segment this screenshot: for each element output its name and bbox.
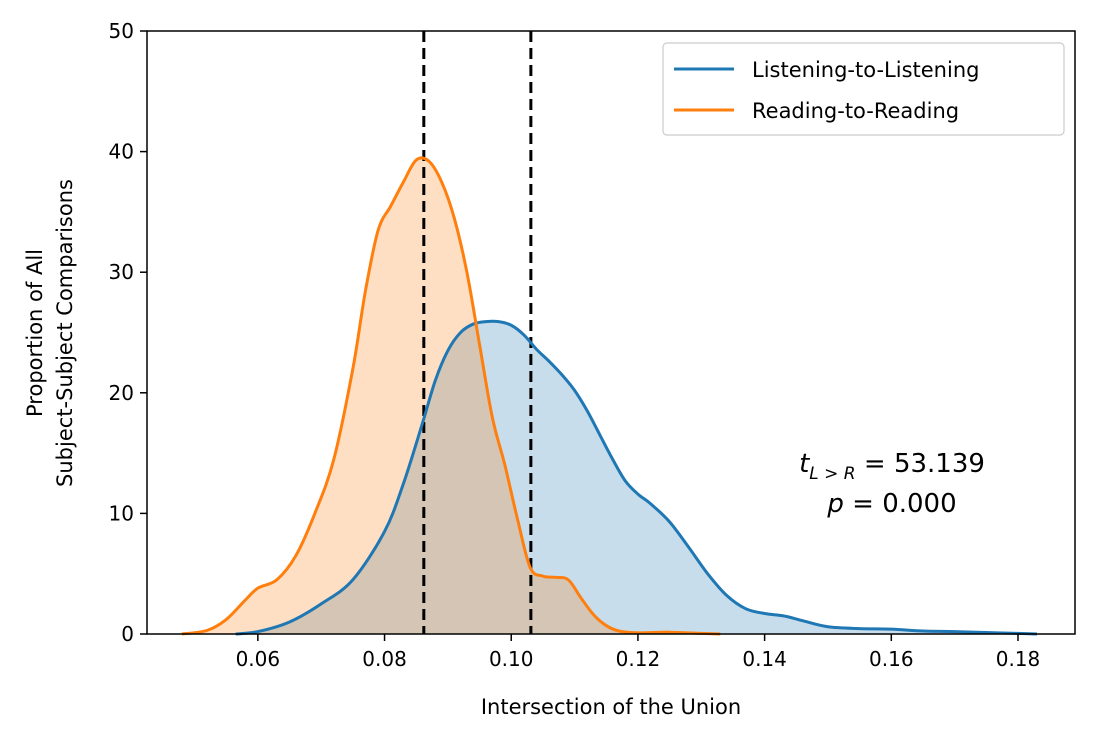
series-line-0 (235, 319, 1038, 636)
x-tick-label: 0.14 (742, 647, 787, 671)
x-tick-label: 0.16 (869, 647, 914, 671)
t-value: = 53.139 (856, 449, 985, 479)
mean-lines (422, 31, 533, 634)
y-tick-label: 40 (109, 140, 134, 164)
y-tick-label: 0 (121, 622, 134, 646)
series-line-1 (181, 156, 721, 636)
x-axis-label: Intersection of the Union (481, 695, 741, 719)
series-area-0 (235, 321, 1037, 634)
y-axis-label: Proportion of All Subject-Subject Compar… (23, 179, 77, 487)
p-value-number: = 0.000 (844, 489, 957, 519)
plot-frame (146, 30, 1076, 635)
y-axis-label-line-2: Subject-Subject Comparisons (53, 179, 77, 487)
y-tick-label: 10 (109, 501, 134, 525)
density-fills (181, 157, 1037, 634)
y-tick-label: 50 (109, 19, 134, 43)
t-symbol: t (799, 449, 810, 479)
y-tick-label: 30 (109, 260, 134, 284)
x-tick-label: 0.08 (362, 647, 407, 671)
y-tick-label: 20 (109, 381, 134, 405)
y-axis-label-line-1: Proportion of All (23, 249, 47, 417)
t-subscript: L > R (809, 464, 855, 484)
y-axis: 0 10 20 30 40 50 (109, 19, 147, 646)
legend-box (662, 42, 1065, 136)
p-value: p = 0.000 (826, 489, 956, 519)
x-axis: 0.06 0.08 0.10 0.12 0.14 0.16 0.18 (236, 634, 1041, 671)
x-tick-label: 0.12 (616, 647, 661, 671)
legend-label-listening: Listening-to-Listening (752, 58, 979, 82)
x-tick-label: 0.06 (236, 647, 281, 671)
stat-annotation: tL > R = 53.139 p = 0.000 (799, 449, 985, 519)
legend-label-reading: Reading-to-Reading (752, 99, 959, 123)
p-symbol: p (826, 489, 844, 519)
legend: Listening-to-Listening Reading-to-Readin… (662, 42, 1065, 136)
x-tick-label: 0.18 (996, 647, 1041, 671)
x-tick-label: 0.10 (489, 647, 534, 671)
t-statistic: tL > R = 53.139 (799, 449, 985, 484)
series-area-1 (181, 157, 721, 634)
density-curves (181, 156, 1038, 636)
